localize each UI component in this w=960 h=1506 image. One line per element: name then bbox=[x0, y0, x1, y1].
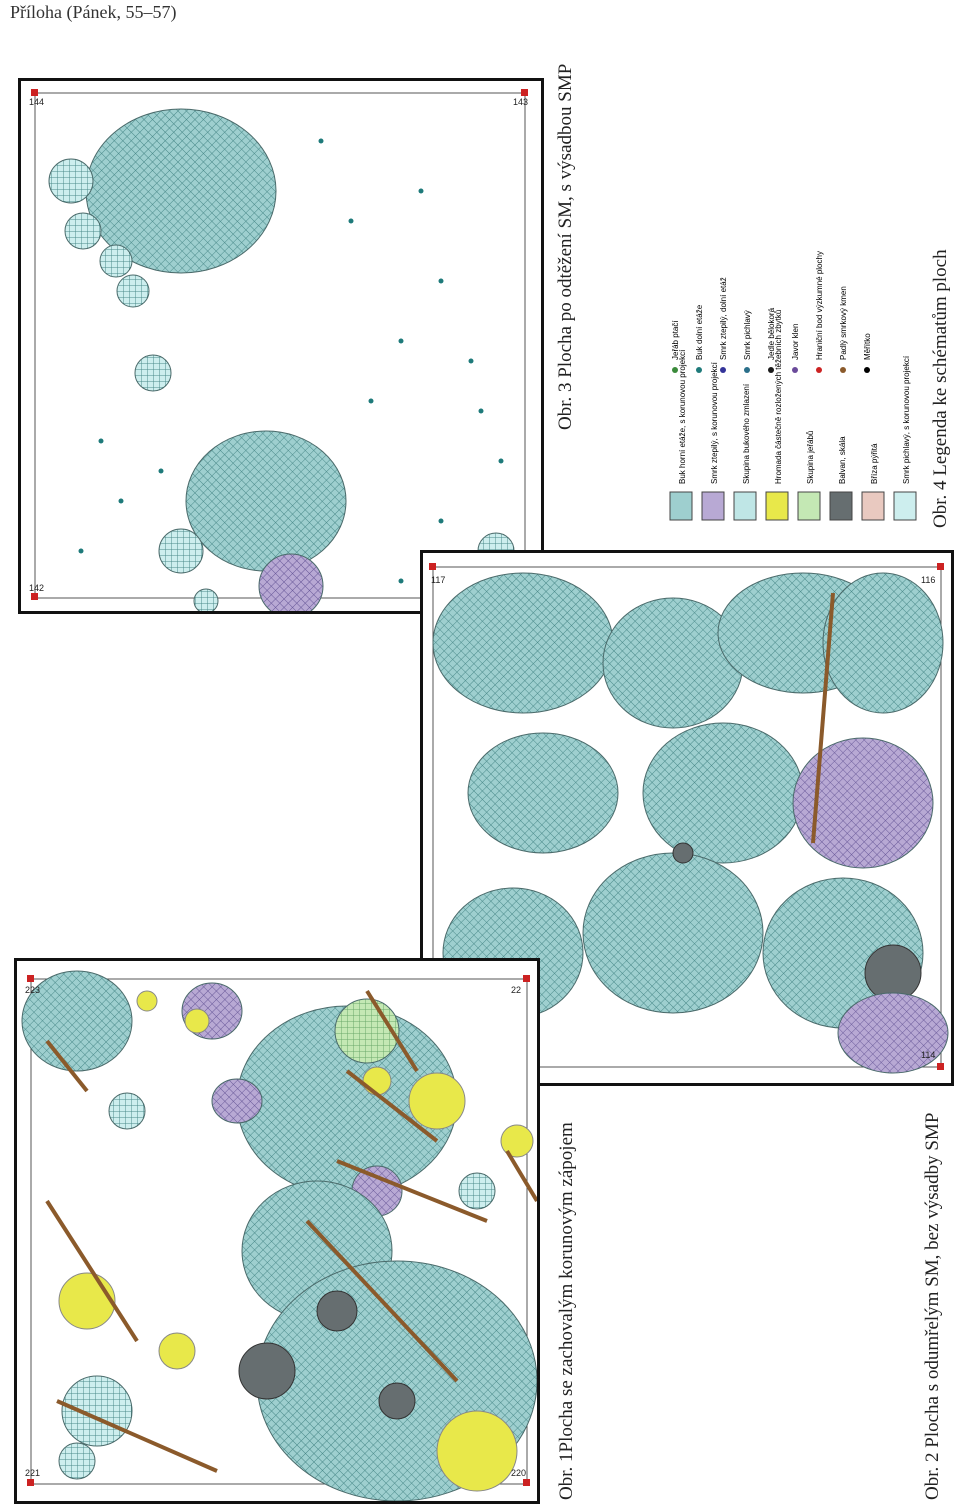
legend-area-label: Buk horní etáže, s korunovou projekcí bbox=[678, 349, 687, 484]
plot-3-svg: 144 143 142 141 bbox=[29, 89, 528, 611]
plot-2-corner-label: 116 bbox=[921, 575, 935, 585]
caption-obr3: Obr. 3 Plocha po odtěžení SM, s výsadbou… bbox=[555, 63, 576, 430]
legend-area-label: Skupina bukového zmlazení bbox=[742, 383, 751, 484]
legend-point-marker bbox=[720, 367, 726, 373]
plot-1-corner-label: 22 bbox=[511, 985, 521, 995]
plot-diagram-1: 223 22 221 220 bbox=[14, 958, 540, 1504]
plot-1-corner-points bbox=[27, 975, 530, 1486]
legend-point-label: Smrk ztepilý, dolní etáž bbox=[719, 277, 728, 360]
plot-1-svg: 223 22 221 220 bbox=[21, 970, 537, 1501]
legend-area-swatch bbox=[797, 491, 821, 521]
crown-projections bbox=[21, 970, 537, 1501]
legend-point-label: Padlý smrkový kmen bbox=[839, 286, 848, 360]
legend-point-marker bbox=[816, 367, 822, 373]
legend-area-swatch bbox=[733, 491, 757, 521]
plot-1-corner-label: 223 bbox=[25, 985, 40, 995]
legend-area-swatch bbox=[829, 491, 853, 521]
legend-area-swatch bbox=[765, 491, 789, 521]
tree-points bbox=[78, 138, 504, 584]
plot-3-corner-label: 143 bbox=[513, 97, 528, 107]
legend-area-swatch bbox=[701, 491, 725, 521]
fallen-trunks bbox=[811, 592, 835, 844]
legend-point-marker bbox=[864, 367, 870, 373]
legend-point-label: Jeřáb ptačí bbox=[671, 320, 680, 360]
legend-point-marker bbox=[696, 367, 702, 373]
legend-point-label: Javor klen bbox=[791, 324, 800, 360]
legend-area-label: Balvan, skála bbox=[838, 436, 847, 484]
legend-area-label: Smrk ztepilý, s korunovou projekcí bbox=[710, 361, 719, 484]
legend-area-swatch bbox=[861, 491, 885, 521]
crown-projections bbox=[48, 108, 515, 611]
fallen-trunks bbox=[45, 989, 537, 1473]
crown-projections bbox=[432, 572, 949, 1074]
legend-point-items: Jeřáb ptačí Buk dolní etáže Smrk ztepilý, … bbox=[671, 251, 872, 373]
plot-2-svg: 117 116 115 114 bbox=[429, 563, 949, 1074]
legend-point-label: Měřítko bbox=[863, 333, 872, 360]
plot-2-corner-label: 114 bbox=[921, 1050, 935, 1060]
plot-3-corner-label: 144 bbox=[29, 97, 44, 107]
legend-area-swatch bbox=[893, 491, 917, 521]
legend-point-marker bbox=[672, 367, 678, 373]
legend-point-label: Buk dolní etáže bbox=[695, 304, 704, 360]
legend-point-marker bbox=[744, 367, 750, 373]
legend-svg: Buk horní etáže, s korunovou projekcí Smr… bbox=[669, 251, 917, 521]
plot-diagram-3: 144 143 142 141 bbox=[18, 78, 544, 614]
caption-obr4: Obr. 4 Legenda ke schématům ploch bbox=[930, 249, 951, 528]
legend-area-label: Hromada částečně rozložených těžebních z… bbox=[774, 310, 783, 484]
legend-point-label: Jedle bělokorá bbox=[767, 307, 776, 360]
legend-area-label: Bříza pýřitá bbox=[870, 443, 879, 484]
caption-obr1: Obr. 1Plocha se zachovalým korunovým záp… bbox=[556, 1122, 577, 1500]
plot-1-corner-label: 220 bbox=[511, 1468, 526, 1478]
legend-area-swatch bbox=[669, 491, 693, 521]
page-header: Příloha (Pánek, 55–57) bbox=[10, 2, 177, 22]
legend-area-label: Skupina jeřábů bbox=[806, 431, 815, 484]
legend-area-items: Buk horní etáže, s korunovou projekcí Smr… bbox=[669, 310, 917, 521]
legend: Buk horní etáže, s korunovou projekcí Smr… bbox=[650, 210, 940, 530]
plot-1-corner-label: 221 bbox=[25, 1468, 40, 1478]
legend-point-label: Hraniční bod výzkumné plochy bbox=[815, 251, 824, 360]
caption-obr2: Obr. 2 Plocha s odumřelým SM, bez výsadb… bbox=[922, 1112, 943, 1500]
plot-3-corner-label: 142 bbox=[29, 583, 44, 593]
legend-point-marker bbox=[792, 367, 798, 373]
plot-2-corner-label: 117 bbox=[431, 575, 445, 585]
legend-area-label: Smrk pichlavý, s korunovou projekcí bbox=[902, 355, 911, 484]
legend-point-label: Smrk pichlavý bbox=[743, 310, 752, 360]
legend-point-marker bbox=[768, 367, 774, 373]
legend-point-marker bbox=[840, 367, 846, 373]
